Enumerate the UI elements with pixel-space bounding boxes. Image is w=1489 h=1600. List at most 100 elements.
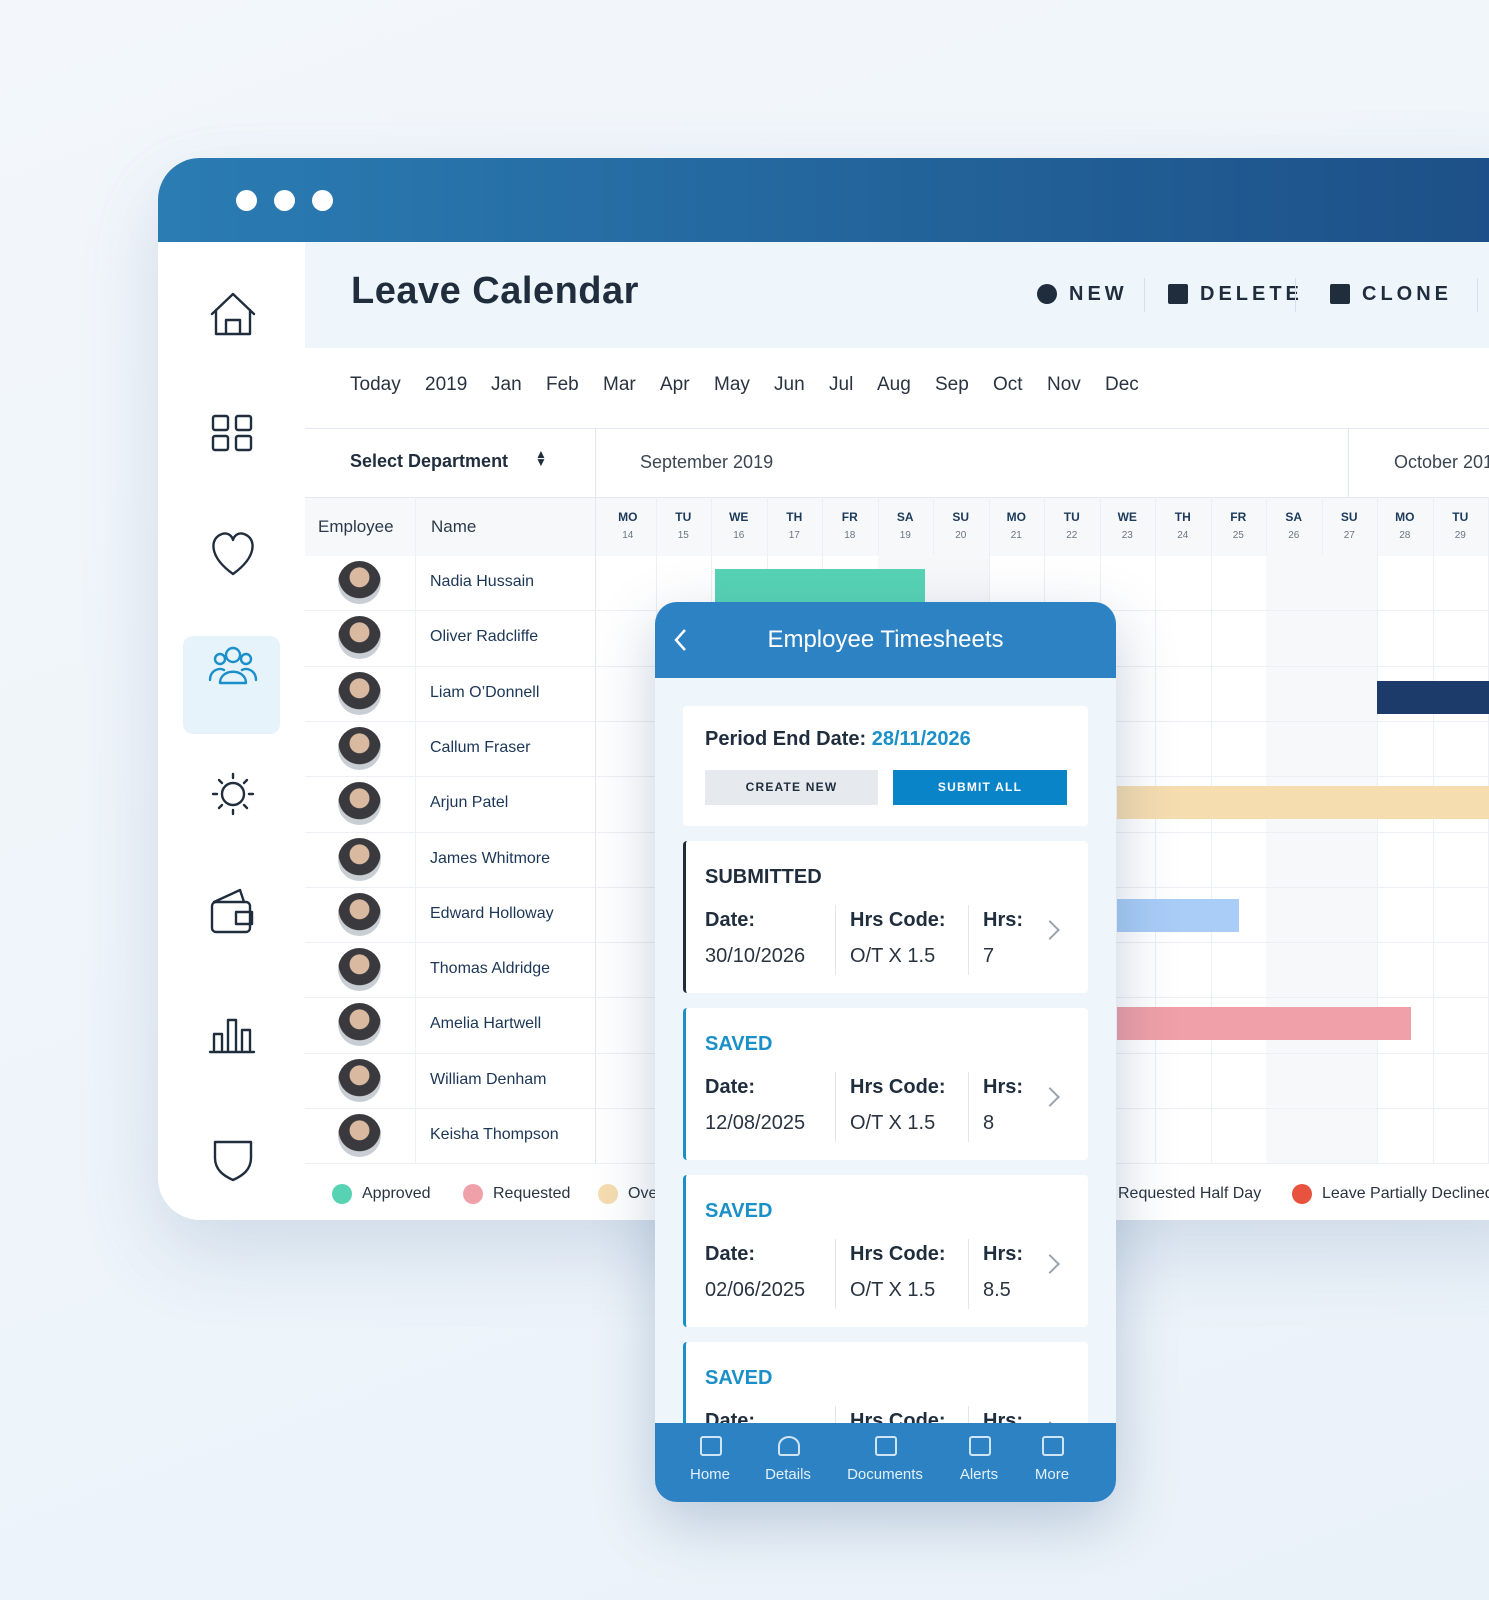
entry-status: SAVED xyxy=(705,1367,773,1389)
name-col-divider xyxy=(415,497,416,1163)
day-number: 22 xyxy=(1066,530,1078,541)
day-number: 27 xyxy=(1343,530,1355,541)
department-select[interactable]: Select Department xyxy=(350,451,509,471)
period-link[interactable]: Jan xyxy=(491,374,522,395)
entry-divider xyxy=(835,905,836,975)
back-button[interactable] xyxy=(671,626,691,656)
day-of-week: SU xyxy=(952,510,970,524)
employee-name: James Whitmore xyxy=(430,849,551,867)
day-of-week: MO xyxy=(1006,510,1026,524)
day-number: 19 xyxy=(899,530,911,541)
period-link[interactable]: Oct xyxy=(993,374,1023,395)
submit-all-button[interactable]: SUBMIT ALL xyxy=(893,770,1067,805)
day-col-line xyxy=(1210,497,1212,1164)
employee-name: Liam O’Donnell xyxy=(430,683,540,701)
home-icon[interactable] xyxy=(210,292,256,336)
entry-status: SAVED xyxy=(705,1200,773,1222)
create-new-button[interactable]: CREATE NEW xyxy=(705,770,878,805)
action-divider xyxy=(1477,278,1478,312)
entry-field-label: Hrs: xyxy=(983,1243,1024,1265)
window-dot[interactable] xyxy=(312,190,333,211)
tab-icon[interactable] xyxy=(700,1436,722,1456)
entry-status: SAVED xyxy=(705,1033,773,1055)
tab-label[interactable]: Details xyxy=(765,1466,811,1483)
legend-label: Leave Partially Declined xyxy=(1322,1185,1489,1202)
entry-field-label: Date: xyxy=(705,1243,756,1265)
avatar xyxy=(338,892,381,936)
action-button[interactable]: CLONE xyxy=(1362,283,1452,305)
sidebar-active xyxy=(183,636,280,734)
grid-icon[interactable] xyxy=(211,414,253,452)
period-link[interactable]: Feb xyxy=(546,374,579,395)
action-button[interactable]: DELETE xyxy=(1200,283,1303,305)
avatar xyxy=(338,948,381,992)
entry-field-value: 02/06/2025 xyxy=(705,1279,806,1301)
panel-title: Employee Timesheets xyxy=(767,626,1004,653)
day-number: 25 xyxy=(1232,530,1244,541)
employee-name: Amelia Hartwell xyxy=(430,1015,542,1033)
tab-label[interactable]: Alerts xyxy=(959,1466,999,1483)
entry-card[interactable] xyxy=(683,1008,1088,1160)
period-link[interactable]: Mar xyxy=(603,374,636,395)
tab-label[interactable]: Documents xyxy=(847,1466,923,1483)
tab-icon[interactable] xyxy=(875,1436,897,1456)
period-link[interactable]: Dec xyxy=(1105,374,1139,395)
entry-field-value: 30/10/2026 xyxy=(705,945,806,967)
heart-icon[interactable] xyxy=(212,532,254,576)
day-of-week: WE xyxy=(729,510,749,524)
period-link[interactable]: Today xyxy=(350,374,401,395)
action-button[interactable]: NEW xyxy=(1069,283,1128,305)
wallet-icon[interactable] xyxy=(210,888,254,934)
period-link[interactable]: Nov xyxy=(1047,374,1081,395)
period-link[interactable]: Apr xyxy=(660,374,690,395)
entry-field-label: Hrs Code: xyxy=(850,1243,946,1265)
select-arrows[interactable]: ▲ ▼ xyxy=(535,447,547,469)
tab-icon[interactable] xyxy=(1042,1436,1064,1456)
legend-swatch xyxy=(1292,1184,1312,1204)
day-number: 28 xyxy=(1399,530,1411,541)
chart-icon[interactable] xyxy=(208,1018,256,1054)
day-col-line xyxy=(1377,497,1378,1164)
entries: SUBMITTED Date: 30/10/2026 Hrs Code: O/T X 1… xyxy=(655,602,1116,1502)
month-divider xyxy=(595,428,596,1163)
avatar xyxy=(338,837,381,881)
sun-icon[interactable] xyxy=(211,772,255,816)
entry-field-label: Hrs Code: xyxy=(850,1076,946,1098)
panel-header xyxy=(655,602,1116,678)
entry-card[interactable] xyxy=(683,1175,1088,1327)
window-dot[interactable] xyxy=(236,190,257,211)
day-number: 20 xyxy=(955,530,967,541)
tab-icon[interactable] xyxy=(969,1436,991,1456)
entry-card[interactable] xyxy=(683,841,1088,993)
action-icon[interactable] xyxy=(1168,284,1188,304)
period-link[interactable]: Jul xyxy=(829,374,854,395)
entry-divider xyxy=(968,905,969,975)
entry-divider xyxy=(835,1072,836,1142)
title-bar xyxy=(158,158,1489,242)
period-label: Period End Date: 28/11/2026 xyxy=(705,728,971,751)
employee-name: Oliver Radcliffe xyxy=(430,628,539,646)
period-link[interactable]: Sep xyxy=(935,374,969,395)
period-link[interactable]: May xyxy=(714,374,750,395)
period-link[interactable]: Jun xyxy=(774,374,805,395)
period-link[interactable]: Aug xyxy=(877,374,911,395)
action-icon[interactable] xyxy=(1037,284,1057,304)
column-header: Name xyxy=(431,517,477,536)
day-of-week: MO xyxy=(618,510,638,524)
action-icon[interactable] xyxy=(1330,284,1350,304)
tab-label[interactable]: More xyxy=(1034,1466,1070,1483)
tab-icon[interactable] xyxy=(778,1436,800,1456)
day-of-week: SU xyxy=(1340,510,1358,524)
month-label: September 2019 xyxy=(640,452,774,472)
entry-field-value: O/T X 1.5 xyxy=(850,945,936,967)
day-number: 17 xyxy=(788,530,800,541)
window-dot[interactable] xyxy=(274,190,295,211)
avatar xyxy=(338,1114,381,1157)
shield-icon[interactable] xyxy=(213,1140,253,1182)
leave-bar xyxy=(715,569,925,602)
leave-bar xyxy=(1377,681,1489,714)
period-link[interactable]: 2019 xyxy=(425,374,468,395)
tab-label[interactable]: Home xyxy=(689,1466,730,1483)
people-icon[interactable] xyxy=(208,646,258,685)
